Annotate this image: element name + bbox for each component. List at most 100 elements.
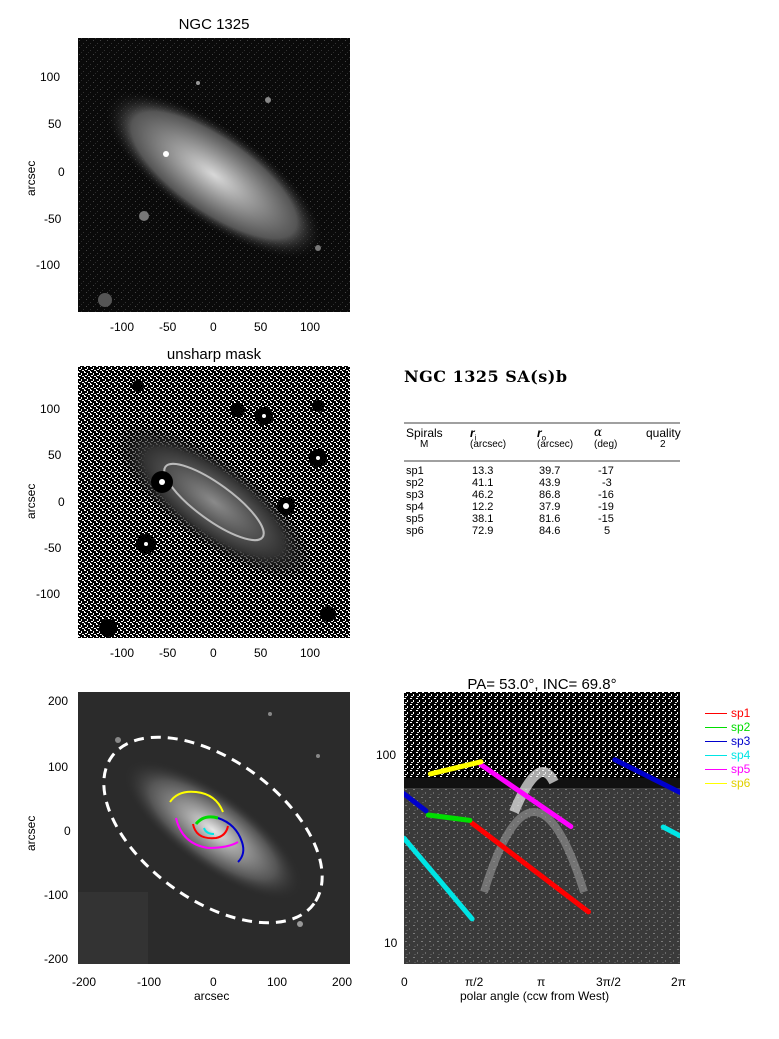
panel2-xtick: 0 <box>210 646 217 660</box>
panel2-xtick: 50 <box>254 646 268 660</box>
panel3-ytick: 100 <box>48 760 69 774</box>
cell-ro: 86.8 <box>539 489 561 501</box>
panel4-xtick: 3π/2 <box>596 975 621 989</box>
series-line-sp1 <box>469 820 591 915</box>
cell-name: sp6 <box>406 525 424 537</box>
legend-label: sp5 <box>731 762 751 776</box>
panel2-xtick: -100 <box>110 646 135 660</box>
series-line-sp3 <box>401 791 429 814</box>
panel1-ytick: -50 <box>44 212 62 226</box>
col-ro-unit: (arcsec) <box>537 439 574 450</box>
cell-alpha: -17 <box>598 465 614 477</box>
panel3-ylabel: arcsec <box>24 815 38 851</box>
panel3-xtick: 200 <box>332 975 353 989</box>
legend-item-sp1: sp1 <box>705 706 750 720</box>
legend-line <box>705 740 727 742</box>
series-line-sp3 <box>612 757 683 795</box>
cell-alpha: -16 <box>598 489 614 501</box>
col-ri-sub: i <box>474 433 477 443</box>
panel3-ytick: 0 <box>64 824 71 838</box>
sp2-overlay <box>194 815 219 825</box>
cell-ri: 46.2 <box>472 489 494 501</box>
panel2-ytick: -50 <box>44 541 62 555</box>
unsharp-mask-panel <box>78 366 350 638</box>
legend-label: sp2 <box>731 720 751 734</box>
cell-ri: 13.3 <box>472 465 494 477</box>
series-line-sp4 <box>401 835 475 922</box>
cell-name: sp3 <box>406 489 424 501</box>
panel4-title: PA= 53.0°, INC= 69.8° <box>467 676 617 693</box>
col-spirals: Spirals <box>406 426 443 440</box>
cell-alpha: -15 <box>598 513 614 525</box>
overlay-image <box>78 692 350 964</box>
col-quality-value: 2 <box>660 439 666 450</box>
panel4-xtick: π/2 <box>465 975 484 989</box>
cell-ro: 39.7 <box>539 465 561 477</box>
panel1-xtick: 50 <box>254 320 268 334</box>
legend-label: sp3 <box>731 734 751 748</box>
legend-item-sp6: sp6 <box>705 776 750 790</box>
table-row: sp3 46.2 86.8 -16 <box>404 489 680 501</box>
panel3-xtick: 0 <box>210 975 217 989</box>
panel2-ytick: 0 <box>58 495 65 509</box>
table-row: sp6 72.9 84.6 5 <box>404 525 680 537</box>
sp5-overlay <box>175 817 239 850</box>
panel2-xtick: -50 <box>159 646 177 660</box>
panel2-ytick: 50 <box>48 448 62 462</box>
polar-plot-panel <box>401 692 683 964</box>
col-quality: quality <box>646 426 681 440</box>
panel3-xlabel: arcsec <box>194 989 230 1003</box>
panel1-ytick: 0 <box>58 165 65 179</box>
col-ri-label: r <box>470 426 475 440</box>
cell-alpha: 5 <box>604 525 611 537</box>
legend-label: sp6 <box>731 776 751 790</box>
cell-ri: 12.2 <box>472 501 494 513</box>
col-ro: ro <box>537 426 546 442</box>
panel2-xtick: 100 <box>300 646 321 660</box>
overlay-panel <box>78 692 350 964</box>
col-alpha: α <box>594 425 603 439</box>
panel3-ytick: 200 <box>48 694 69 708</box>
sp4-overlay <box>203 827 215 835</box>
series-line-sp6 <box>427 759 484 777</box>
cell-alpha: -19 <box>598 501 614 513</box>
col-ri-unit: (arcsec) <box>470 439 507 450</box>
table-mid-rule <box>404 460 680 462</box>
panel1-ytick: 100 <box>40 70 61 84</box>
cell-ri: 41.1 <box>472 477 494 489</box>
table-row: sp4 12.2 37.9 -19 <box>404 501 680 513</box>
galaxy-image <box>78 38 350 312</box>
table-row: sp5 38.1 81.6 -15 <box>404 513 680 525</box>
panel1-xtick: 100 <box>300 320 321 334</box>
panel2-title: unsharp mask <box>166 346 262 363</box>
unsharp-mask-image <box>78 366 350 638</box>
panel4-xtick: 0 <box>401 975 408 989</box>
legend-line <box>705 712 727 714</box>
panel3-ytick: -100 <box>44 888 69 902</box>
panel3-xtick: 100 <box>267 975 288 989</box>
legend-line <box>705 782 727 784</box>
legend-label: sp4 <box>731 748 751 762</box>
legend-item-sp5: sp5 <box>705 762 750 776</box>
legend-line <box>705 726 727 728</box>
legend-item-sp2: sp2 <box>705 720 750 734</box>
panel4-xlabel: polar angle (ccw from West) <box>460 989 610 1003</box>
polar-plot <box>401 692 683 964</box>
star <box>163 151 169 157</box>
panel1-title: NGC 1325 <box>178 16 250 33</box>
col-ri: ri <box>470 426 476 442</box>
series-line-sp5 <box>478 762 574 829</box>
panel3-xtick: -100 <box>137 975 162 989</box>
sp1-overlay <box>192 823 229 840</box>
panel2-ytick: 100 <box>40 402 61 416</box>
legend-label: sp1 <box>731 706 751 720</box>
legend-item-sp4: sp4 <box>705 748 750 762</box>
panel1-ylabel: arcsec <box>24 160 38 196</box>
col-spirals-sub: M <box>420 439 429 450</box>
col-ro-label: r <box>537 426 542 440</box>
cell-name: sp1 <box>406 465 424 477</box>
cell-name: sp4 <box>406 501 424 513</box>
panel1-xtick: 0 <box>210 320 217 334</box>
col-alpha-unit: (deg) <box>594 439 618 450</box>
table-row: sp2 41.1 43.9 -3 <box>404 477 680 489</box>
